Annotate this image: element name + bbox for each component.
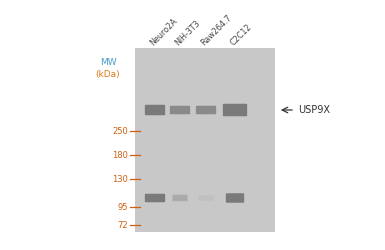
- Text: USP9X: USP9X: [298, 105, 330, 115]
- Text: (kDa): (kDa): [96, 70, 120, 79]
- FancyBboxPatch shape: [170, 106, 190, 114]
- Text: 72: 72: [117, 220, 128, 230]
- Text: 95: 95: [117, 202, 128, 211]
- FancyBboxPatch shape: [198, 195, 214, 201]
- Text: 250: 250: [112, 126, 128, 136]
- Text: 180: 180: [112, 150, 128, 160]
- Text: C2C12: C2C12: [229, 22, 254, 47]
- Bar: [135, 48, 275, 232]
- FancyBboxPatch shape: [223, 104, 247, 116]
- Text: Raw264.7: Raw264.7: [200, 12, 234, 47]
- Text: NIH-3T3: NIH-3T3: [174, 18, 203, 47]
- Text: MW: MW: [100, 58, 116, 67]
- Text: 130: 130: [112, 174, 128, 184]
- FancyBboxPatch shape: [145, 194, 165, 202]
- FancyBboxPatch shape: [172, 195, 187, 201]
- FancyBboxPatch shape: [145, 105, 165, 115]
- Text: Neuro2A: Neuro2A: [149, 16, 179, 47]
- FancyBboxPatch shape: [226, 193, 244, 203]
- FancyBboxPatch shape: [196, 106, 216, 114]
